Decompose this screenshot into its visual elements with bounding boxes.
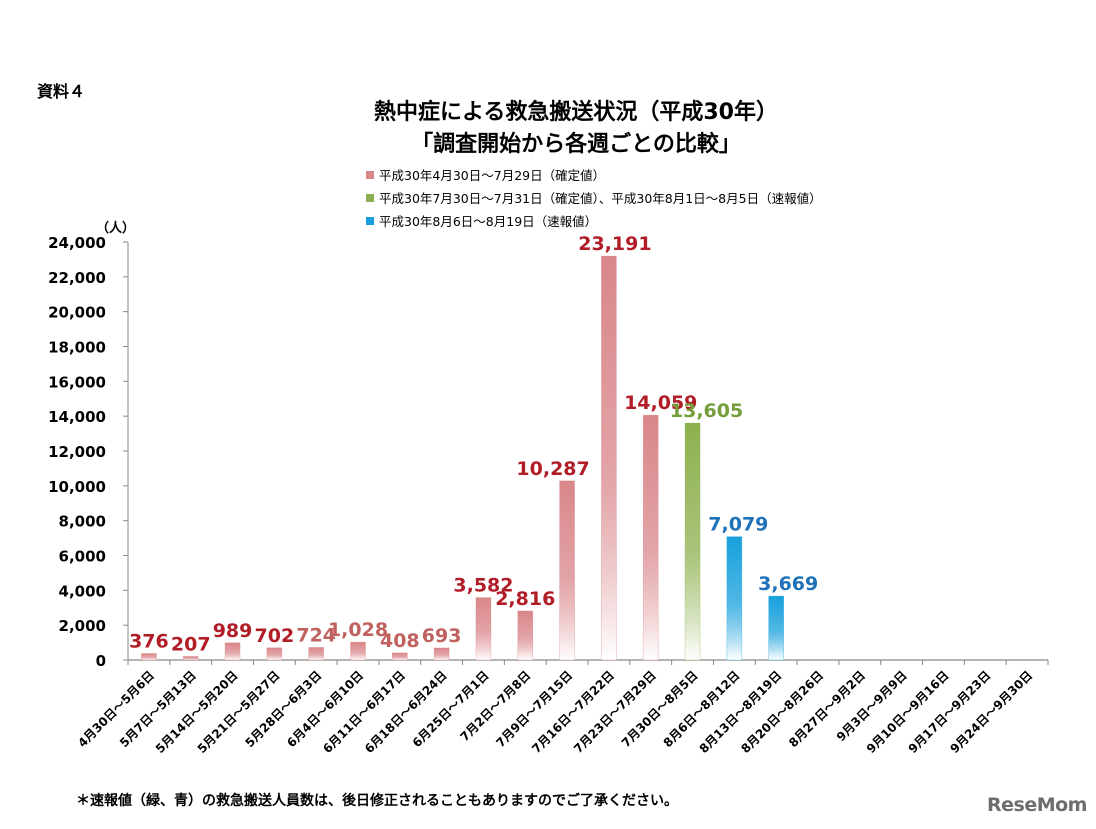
value-label: 693 [422, 625, 462, 647]
category-label: 6月25日～7月1日 [410, 668, 492, 750]
category-label: 4月30日～5月6日 [75, 668, 157, 750]
legend-swatch [366, 193, 374, 202]
category-label: 9月24日～9月30日 [947, 668, 1035, 756]
category-label: 9月3日～9月9日 [834, 668, 910, 744]
value-label: 3,669 [758, 573, 818, 595]
y-tick-label: 18,000 [48, 339, 106, 357]
bar [350, 641, 366, 661]
bar [642, 414, 659, 661]
y-tick-label: 6,000 [59, 548, 106, 566]
document-label: 資料４ [37, 82, 86, 101]
y-tick-label: 0 [96, 652, 106, 670]
bar [517, 610, 534, 661]
category-label: 7月30日～8月5日 [619, 668, 701, 750]
value-label: 376 [129, 630, 169, 652]
value-label: 989 [213, 620, 253, 642]
y-tick-label: 22,000 [48, 269, 106, 287]
bar [726, 536, 743, 661]
legend-label: 平成30年4月30日～7月29日（確定値） [379, 168, 606, 183]
y-tick-label: 16,000 [48, 373, 106, 391]
category-label: 5月28日～6月3日 [242, 668, 324, 750]
bar [433, 647, 450, 661]
legend: 平成30年4月30日～7月29日（確定値） 平成30年7月30日～7月31日（確… [366, 163, 822, 232]
bar [768, 595, 784, 661]
bar [266, 647, 283, 661]
y-tick-label: 4,000 [59, 582, 106, 600]
x-axis: 4月30日～5月6日5月7日～5月13日5月14日～5月20日5月21日～5月2… [75, 660, 1049, 756]
legend-swatch [366, 170, 374, 179]
value-label: 14,059 [624, 392, 697, 414]
y-tick-label: 24,000 [48, 234, 106, 252]
y-tick-label: 8,000 [59, 513, 106, 531]
legend-item-mixed: 平成30年7月30日～7月31日（確定値）、平成30年8月1日～8月5日（速報値… [366, 186, 822, 209]
bar [601, 255, 617, 661]
chart-subtitle: 「調査開始から各週ごとの比較」 [411, 132, 741, 157]
legend-swatch [366, 216, 374, 225]
bar [559, 480, 575, 661]
category-label: 8月27日～9月2日 [786, 668, 868, 750]
value-label: 3,582 [453, 575, 513, 597]
y-tick-label: 14,000 [48, 408, 106, 426]
brand-logo: ReseMom [987, 794, 1087, 816]
bar [308, 647, 324, 661]
category-label: 7月9日～7月15日 [493, 668, 575, 750]
legend-label: 平成30年8月6日～8月19日（速報値） [379, 214, 598, 229]
value-label: 408 [380, 630, 420, 652]
legend-label: 平成30年7月30日～7月31日（確定値）、平成30年8月1日～8月5日（速報値… [379, 191, 822, 206]
bar [224, 642, 241, 661]
y-tick-label: 12,000 [48, 443, 106, 461]
value-label: 724 [296, 624, 336, 646]
category-label: 6月4日～6月10日 [284, 668, 366, 750]
bar [684, 422, 701, 661]
bar [392, 652, 408, 661]
category-label: 7月2日～7月8日 [457, 668, 533, 744]
y-tick-label: 20,000 [48, 304, 106, 322]
chart-title: 熱中症による救急搬送状況（平成30年） [374, 100, 778, 125]
value-label: 207 [171, 633, 211, 655]
y-unit-label: （人） [96, 220, 135, 236]
category-label: 8月6日～8月12日 [661, 668, 743, 750]
value-label: 10,287 [516, 458, 589, 480]
legend-item-preliminary: 平成30年8月6日～8月19日（速報値） [366, 209, 822, 232]
value-label: 7,079 [708, 514, 768, 536]
value-label: 702 [255, 625, 295, 647]
footnote: ＊速報値（緑、青）の救急搬送人員数は、後日修正されることもありますのでご了承くだ… [76, 793, 678, 809]
value-label: 1,028 [328, 619, 388, 641]
bars [141, 255, 784, 661]
category-label: 5月7日～5月13日 [117, 668, 199, 750]
legend-item-confirmed: 平成30年4月30日～7月29日（確定値） [366, 163, 822, 186]
bar [141, 653, 157, 661]
value-label: 2,816 [495, 588, 555, 610]
value-label: 13,605 [670, 400, 743, 422]
y-tick-label: 10,000 [48, 478, 106, 496]
bar [182, 656, 199, 661]
y-axis: （人） 0 2,000 4,000 6,000 8,000 10,000 12,000 14,0… [48, 220, 1048, 670]
bar [475, 597, 492, 661]
y-tick-label: 2,000 [59, 617, 106, 635]
value-label: 23,191 [578, 233, 651, 255]
